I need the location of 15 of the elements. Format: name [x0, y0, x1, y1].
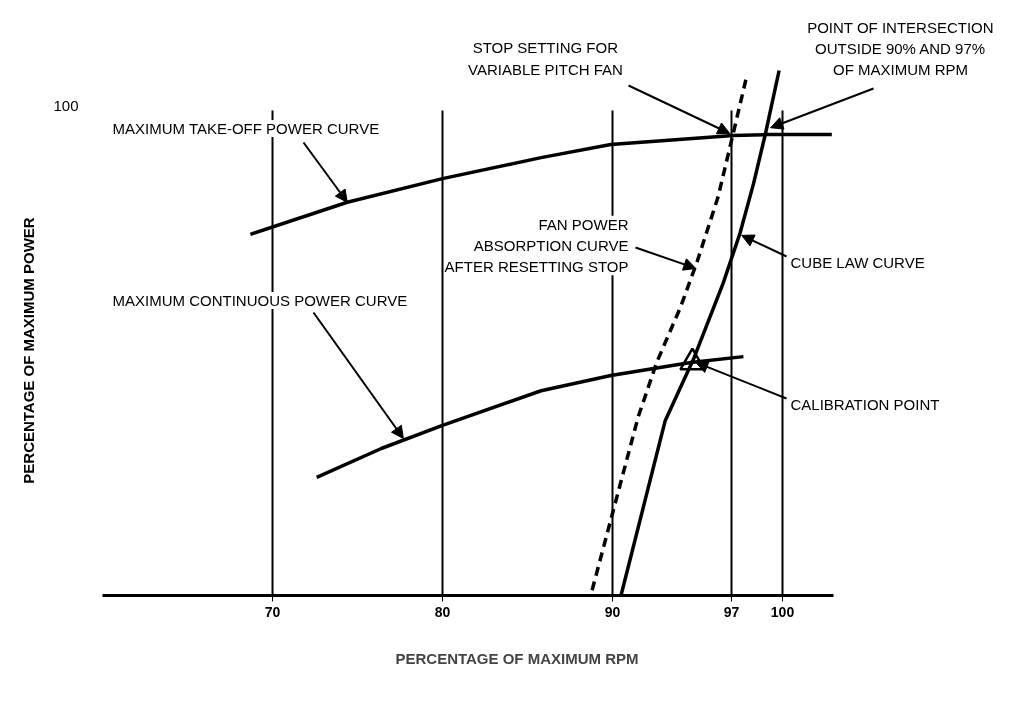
x-axis-title: PERCENTAGE OF MAXIMUM RPM: [395, 649, 639, 667]
annotation: CALIBRATION POINT: [790, 396, 940, 413]
annotation: MAXIMUM CONTINUOUS POWER CURVE: [112, 292, 408, 309]
text: 100: [53, 96, 79, 114]
x-tick-label: 90: [604, 603, 621, 620]
x-tick-label: 97: [723, 603, 740, 620]
annotation: FAN POWER ABSORPTION CURVE AFTER RESETTING STOP: [444, 215, 629, 276]
annotation: STOP SETTING FOR VARIABLE PITCH FAN: [468, 39, 623, 78]
y-axis-title: PERCENTAGE OF MAXIMUM POWER: [20, 217, 37, 484]
x-tick-label: 100: [770, 603, 795, 620]
x-tick-label: 70: [264, 603, 281, 620]
annotation: CUBE LAW CURVE: [790, 254, 925, 271]
annotation: MAXIMUM TAKE-OFF POWER CURVE: [112, 120, 380, 137]
x-tick-label: 80: [434, 603, 451, 620]
annotation: POINT OF INTERSECTION OUTSIDE 90% AND 97% OF MAXIMUM RPM: [807, 18, 994, 79]
